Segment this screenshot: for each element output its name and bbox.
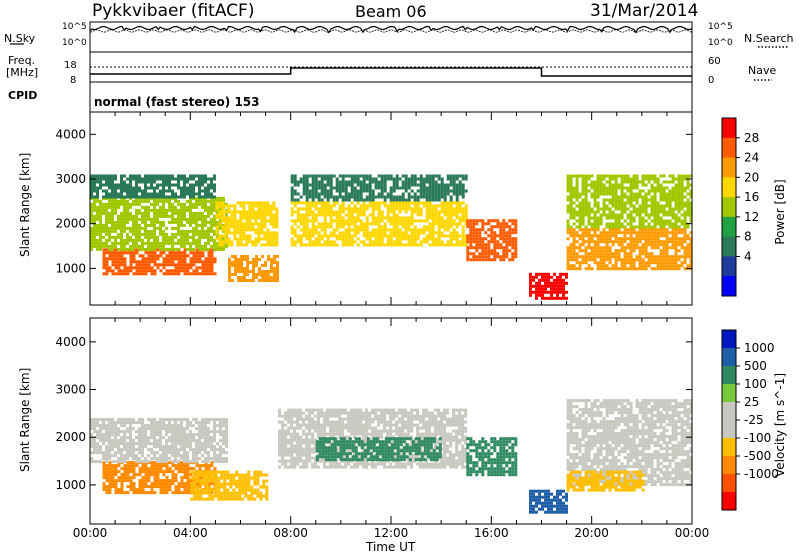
nave-label: Nave [748, 64, 777, 77]
power-band-2 [90, 174, 216, 199]
velocity-colorbar-swatch [722, 456, 736, 475]
power-band-8 [529, 272, 568, 300]
velocity-colorbar-swatch [722, 330, 736, 349]
power-colorbar-tick-label: 24 [744, 151, 759, 165]
power-colorbar-frame [721, 117, 737, 297]
velocity-colorbar-swatch [722, 474, 736, 493]
freq-label: Freq. [8, 54, 36, 67]
power-band-6 [290, 174, 468, 202]
nsky-label: N.Sky [4, 32, 36, 45]
radar-title: Pykkvibaer (fitACF) [92, 1, 255, 21]
freq-trace [90, 67, 692, 77]
date-title: 31/Mar/2014 [590, 1, 699, 21]
velocity-colorbar-swatch [722, 492, 736, 511]
power-colorbar-tick-label: 20 [744, 170, 759, 184]
velocity-colorbar-tick-label: 1000 [744, 341, 775, 355]
power-colorbar-tick-label: 28 [744, 131, 759, 145]
freq-unit: [MHz] [6, 66, 39, 79]
xtick-label: 00:00 [675, 526, 710, 540]
power-colorbar-swatch [722, 157, 736, 178]
cpid-label: CPID [8, 89, 38, 102]
xtick-label: 16:00 [474, 526, 509, 540]
nave-tick-bottom: 0 [708, 75, 715, 86]
velocity-colorbar-swatch [722, 384, 736, 403]
power-ytick-label: 2000 [55, 217, 86, 231]
velocity-colorbar-tick-label: -1000 [744, 467, 779, 481]
beam-title: Beam 06 [355, 2, 427, 21]
velocity-colorbar-tick-label: 500 [744, 359, 767, 373]
velocity-ytick-label: 3000 [55, 383, 86, 397]
velocity-colorbar-swatch [722, 438, 736, 457]
velocity-band-5 [466, 437, 518, 477]
power-band-10 [566, 174, 693, 229]
cpid-mode: normal (fast stereo) 153 [94, 95, 260, 109]
power-colorbar-tick-label: 12 [744, 210, 759, 224]
velocity-ytick-label: 1000 [55, 478, 86, 492]
velocity-ytick-label: 4000 [55, 335, 86, 349]
velocity-colorbar-swatch [722, 402, 736, 421]
power-colorbar-swatch [722, 137, 736, 159]
velocity-band-7 [566, 399, 693, 487]
xtick-label: 12:00 [374, 526, 409, 540]
velocity-band-6 [529, 489, 568, 514]
power-colorbar-swatch [722, 216, 736, 238]
velocity-colorbar-swatch [722, 420, 736, 439]
nsky-tick-bottom: 10^0 [62, 38, 87, 48]
power-colorbar-swatch [722, 177, 736, 198]
power-colorbar-swatch [722, 256, 736, 277]
power-ytick-label: 4000 [55, 127, 86, 141]
velocity-colorbar-tick-label: -500 [744, 449, 771, 463]
xtick-label: 08:00 [273, 526, 308, 540]
velocity-band-2 [190, 470, 269, 501]
nave-tick-top: 60 [708, 56, 721, 67]
nsky-trace [89, 25, 693, 34]
freq-tick-top: 18 [64, 60, 77, 71]
velocity-colorbar-tick-label: -100 [744, 431, 771, 445]
nsearch-tick-top: 10^5 [708, 22, 733, 32]
velocity-band-8 [566, 470, 645, 492]
power-band-4 [228, 255, 279, 282]
power-ytick-label: 3000 [55, 172, 86, 186]
freq-tick-bottom: 8 [70, 75, 77, 86]
power-colorbar-tick-label: 8 [744, 230, 752, 244]
velocity-colorbar-swatch [722, 348, 736, 367]
power-colorbar-tick-label: 4 [744, 249, 752, 263]
xtick-label: 04:00 [173, 526, 208, 540]
velocity-colorbar-swatch [722, 366, 736, 385]
cpid-panel [89, 81, 693, 113]
power-band-3 [215, 201, 279, 247]
power-colorbar-swatch [722, 197, 736, 218]
power-band-7 [466, 219, 518, 262]
velocity-ytick-label: 2000 [55, 430, 86, 444]
power-band-0 [102, 248, 217, 276]
nsky-tick-top: 10^5 [62, 22, 87, 32]
velocity-band-4 [315, 437, 442, 462]
nsearch-trace [89, 29, 693, 33]
velocity-band-1 [90, 418, 228, 464]
nsearch-label: N.Search [744, 32, 794, 45]
nsearch-tick-bottom: 10^0 [708, 38, 733, 48]
power-ytick-label: 1000 [55, 261, 86, 275]
power-band-5 [290, 201, 468, 247]
power-band-9 [566, 228, 693, 271]
x-axis-label: Time UT [366, 540, 416, 554]
velocity-colorbar-tick-label: 25 [744, 395, 759, 409]
power-colorbar-swatch [722, 236, 736, 257]
velocity-colorbar-tick-label: -25 [744, 413, 764, 427]
power-band-1 [90, 196, 228, 251]
power-colorbar-swatch [722, 118, 736, 139]
power-colorbar-swatch [722, 276, 736, 297]
xtick-label: 00:00 [73, 526, 108, 540]
xtick-label: 20:00 [574, 526, 609, 540]
velocity-colorbar-tick-label: 100 [744, 377, 767, 391]
power-colorbar-tick-label: 16 [744, 190, 759, 204]
